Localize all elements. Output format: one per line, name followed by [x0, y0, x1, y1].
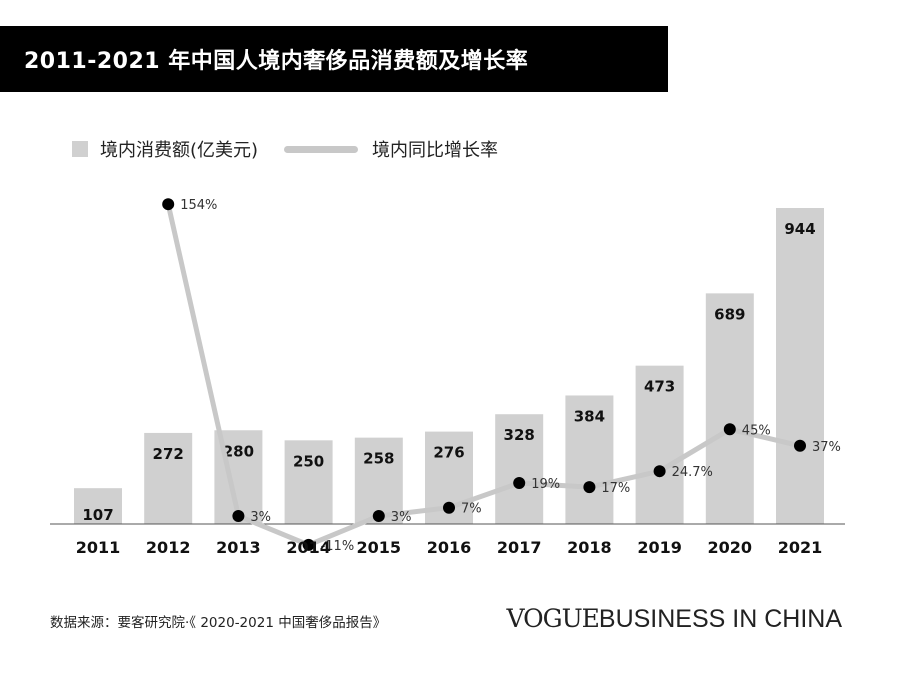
- growth-line: [165, 201, 803, 548]
- legend-item-growth: 境内同比增长率: [284, 136, 498, 162]
- growth-label-2014: -11%: [321, 539, 355, 554]
- growth-label-2012: 154%: [180, 198, 217, 213]
- x-tick-label-2014: 2014: [286, 538, 331, 557]
- bar-label-2015: 258: [363, 450, 394, 468]
- bar-2011: [74, 488, 122, 524]
- brand-vogue: VOGUE: [506, 604, 599, 633]
- legend-label-consumption: 境内消费额(亿美元): [100, 140, 259, 161]
- chart-legend: 境内消费额(亿美元) 境内同比增长率: [72, 134, 524, 164]
- bar-label-2019: 473: [644, 378, 675, 396]
- bar-2012: [144, 432, 193, 524]
- growth-point-2017: [513, 476, 526, 489]
- x-tick-label-2016: 2016: [427, 538, 472, 557]
- bar-label-2020: 689: [714, 305, 745, 323]
- brand-logo: VOGUEBUSINESS IN CHINA: [506, 604, 842, 634]
- legend-swatch-bar: [72, 141, 88, 157]
- bar-2019: [635, 365, 684, 524]
- growth-label-2021: 37%: [812, 440, 841, 455]
- bar-label-2013: 280: [223, 442, 254, 460]
- bar-2014: [284, 440, 333, 524]
- growth-point-2018: [583, 481, 596, 494]
- bar-label-2012: 272: [153, 445, 184, 463]
- x-tick-label-2012: 2012: [146, 538, 191, 557]
- growth-point-2015: [372, 510, 385, 523]
- x-tick-label-2017: 2017: [497, 538, 542, 557]
- growth-label-2018: 17%: [601, 481, 630, 496]
- bar-label-2014: 250: [293, 452, 324, 470]
- growth-point-2014: [302, 538, 315, 551]
- bar-label-2017: 328: [504, 426, 535, 444]
- growth-point-2012: [162, 198, 175, 211]
- x-tick-label-2020: 2020: [708, 538, 753, 557]
- growth-point-2016: [443, 501, 455, 514]
- bar-2017: [495, 414, 544, 524]
- growth-label-2016: 7%: [461, 502, 482, 517]
- growth-label-2013: 3%: [250, 510, 271, 525]
- x-tick-label-2011: 2011: [76, 538, 121, 557]
- bar-label-2011: 107: [82, 506, 113, 524]
- legend-swatch-line: [284, 145, 359, 153]
- growth-point-2013: [232, 510, 245, 523]
- bar-2018: [565, 395, 614, 524]
- growth-point-2021: [794, 439, 806, 452]
- growth-label-2015: 3%: [391, 510, 412, 525]
- x-tick-label-2013: 2013: [216, 538, 261, 557]
- x-tick-label-2019: 2019: [637, 538, 682, 557]
- growth-label-2020: 45%: [742, 423, 771, 438]
- x-tick-label-2018: 2018: [567, 538, 612, 557]
- legend-item-consumption: 境内消费额(亿美元): [72, 136, 258, 162]
- chart-title: 2011-2021 年中国人境内奢侈品消费额及增长率: [24, 49, 529, 74]
- x-tick-label-2021: 2021: [778, 538, 823, 557]
- bar-label-2018: 384: [574, 407, 605, 425]
- bar-2020: [705, 293, 754, 524]
- bar-label-2016: 276: [433, 444, 464, 462]
- x-tick-label-2015: 2015: [357, 538, 402, 557]
- brand-business-in-china: BUSINESS IN CHINA: [598, 605, 842, 633]
- legend-label-growth: 境内同比增长率: [372, 140, 499, 161]
- growth-point-2020: [723, 423, 736, 436]
- source-note: 数据来源：要客研究院·《 2020-2021 中国奢侈品报告》: [50, 615, 387, 631]
- growth-point-2019: [653, 465, 666, 478]
- growth-label-2019: 24.7%: [672, 465, 713, 480]
- bar-label-2021: 944: [784, 220, 815, 238]
- bar-2021: [776, 208, 824, 524]
- bar-2015: [354, 437, 403, 524]
- chart-title-bar: 2011-2021 年中国人境内奢侈品消费额及增长率: [0, 26, 668, 92]
- growth-label-2017: 19%: [531, 477, 560, 492]
